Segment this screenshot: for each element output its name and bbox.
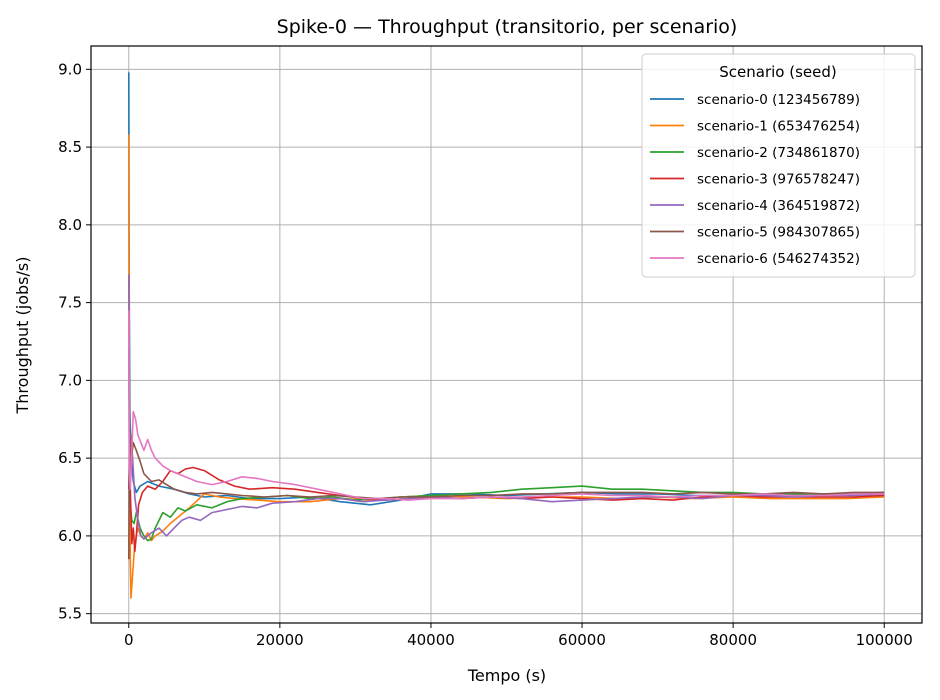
legend-label: scenario-2 (734861870) [697,145,860,161]
legend-label: scenario-3 (976578247) [697,172,860,188]
y-tick-label: 9.0 [58,60,82,78]
legend-entries: scenario-0 (123456789) scenario-1 (653476… [650,92,860,267]
x-axis-title: Tempo (s) [467,666,546,685]
legend-label: scenario-4 (364519872) [697,198,860,214]
y-tick-label: 6.5 [58,449,82,467]
x-tick-label: 20000 [256,631,304,649]
x-tick-label: 100000 [856,631,913,649]
legend-label: scenario-1 (653476254) [697,119,860,135]
grid-lines [91,46,922,623]
series-line-scenario-5 [128,426,885,560]
y-tick-label: 7.5 [58,294,82,312]
legend-label: scenario-6 (546274352) [697,251,860,267]
y-tick-label: 5.5 [58,605,82,623]
y-axis-title: Throughput (jobs/s) [13,257,32,415]
legend-label: scenario-0 (123456789) [697,92,860,108]
legend-title: Scenario (seed) [719,63,836,81]
series-line-scenario-3 [128,457,885,553]
series-lines [128,72,885,599]
y-tick-label: 7.0 [58,371,82,389]
y-tick-label: 8.5 [58,138,82,156]
plot-frame [90,45,923,624]
y-tick-label: 8.0 [58,216,82,234]
x-tick-label: 60000 [558,631,606,649]
y-tick-label: 6.0 [58,527,82,545]
x-tick-label: 0 [124,631,134,649]
legend-label: scenario-5 (984307865) [697,225,860,241]
axis-ticks: 0 20000 40000 60000 80000 100000 5.5 6.0 6.5 7.0 7… [58,60,913,649]
legend: Scenario (seed) scenario-0 (123456789)sc… [641,53,916,278]
chart-title: Spike-0 — Throughput (transitorio, per s… [277,16,738,38]
legend-box [641,53,916,278]
series-line-scenario-6 [128,310,885,501]
x-tick-label: 40000 [407,631,455,649]
x-tick-label: 80000 [709,631,757,649]
